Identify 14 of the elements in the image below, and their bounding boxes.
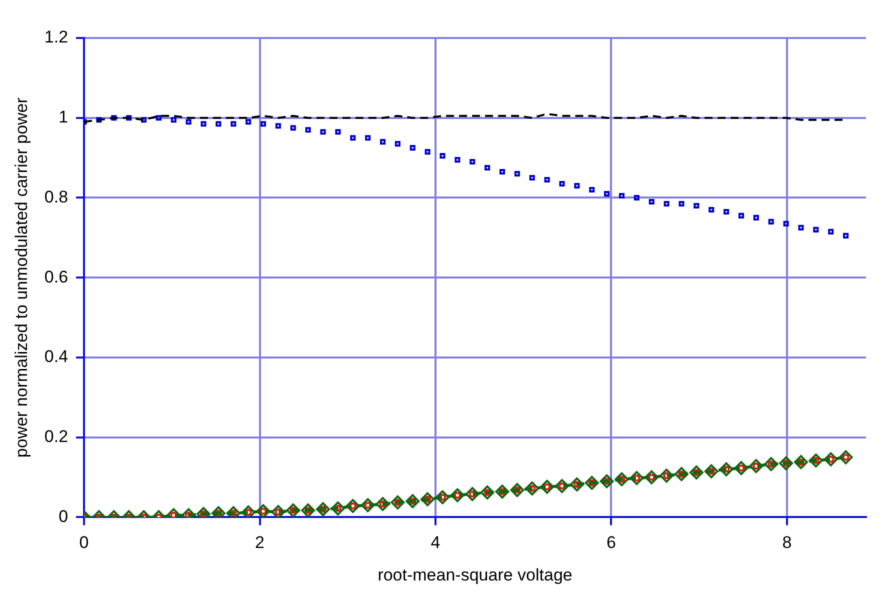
y-axis-title: power normalized to unmodulated carrier power [12,97,31,458]
y-tick-label: 0.4 [44,347,68,366]
x-axis-title: root-mean-square voltage [378,565,572,584]
y-tick-label: 0.2 [44,427,68,446]
y-tick-label: 1.2 [44,28,68,47]
x-tick-label: 0 [79,533,89,552]
x-tick-label: 8 [782,533,792,552]
y-tick-label: 0 [58,506,68,526]
y-tick-label: 0.8 [44,187,68,206]
x-tick-label: 4 [430,533,440,552]
y-tick-label: 1 [58,108,68,127]
y-tick-label: 0.6 [44,267,68,286]
x-tick-label: 2 [255,533,264,552]
x-tick-label: 6 [606,533,616,552]
